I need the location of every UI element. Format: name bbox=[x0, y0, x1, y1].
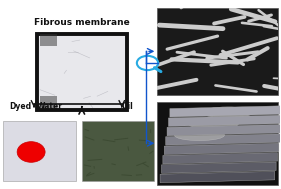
Bar bbox=[82, 121, 155, 181]
Polygon shape bbox=[170, 106, 281, 117]
Bar bbox=[37, 34, 126, 109]
Polygon shape bbox=[167, 125, 281, 136]
Text: Dyed: Dyed bbox=[9, 102, 31, 111]
Polygon shape bbox=[162, 162, 276, 173]
Ellipse shape bbox=[17, 142, 45, 162]
Polygon shape bbox=[160, 171, 275, 183]
Bar bbox=[40, 96, 56, 108]
Text: Oil: Oil bbox=[122, 102, 133, 111]
Polygon shape bbox=[169, 115, 281, 126]
Ellipse shape bbox=[188, 118, 239, 129]
Polygon shape bbox=[166, 134, 280, 145]
Polygon shape bbox=[164, 143, 279, 155]
Ellipse shape bbox=[202, 107, 253, 118]
Bar bbox=[157, 8, 278, 94]
Ellipse shape bbox=[174, 129, 225, 141]
Bar bbox=[157, 102, 278, 184]
Bar bbox=[40, 34, 56, 46]
Bar bbox=[3, 121, 76, 181]
Text: Fibrous membrane: Fibrous membrane bbox=[34, 18, 130, 27]
Text: Water: Water bbox=[37, 102, 63, 111]
Polygon shape bbox=[163, 153, 278, 164]
